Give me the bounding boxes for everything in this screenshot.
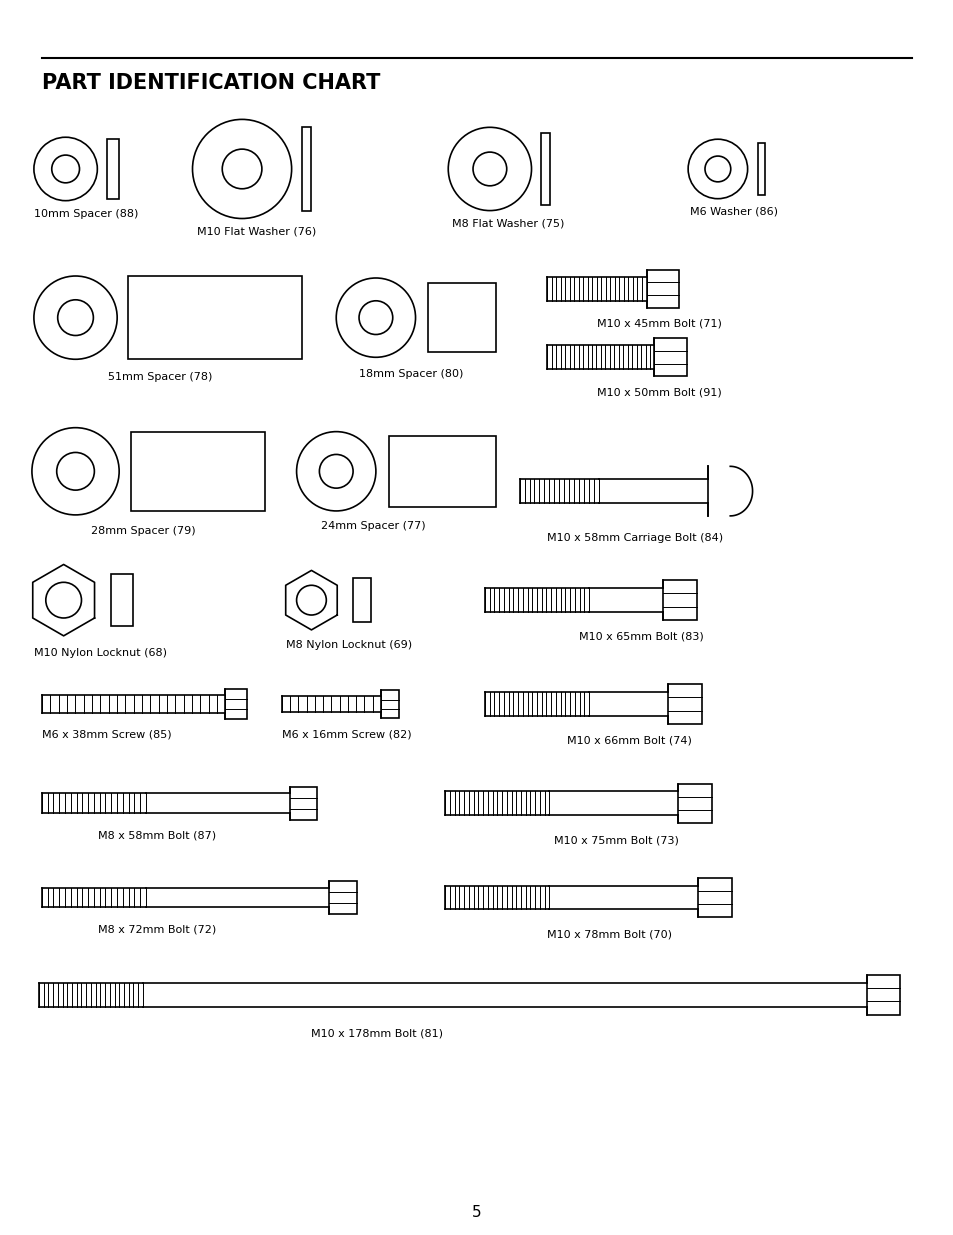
Text: 5: 5	[472, 1205, 481, 1220]
Bar	[128, 275, 301, 359]
Bar	[131, 432, 265, 511]
Bar	[662, 580, 697, 620]
Text: M10 x 78mm Bolt (70): M10 x 78mm Bolt (70)	[547, 929, 672, 940]
Text: M10 Flat Washer (76): M10 Flat Washer (76)	[197, 226, 316, 236]
Text: M10 x 178mm Bolt (81): M10 x 178mm Bolt (81)	[311, 1029, 443, 1039]
Bar	[668, 684, 701, 724]
Text: M10 x 45mm Bolt (71): M10 x 45mm Bolt (71)	[597, 319, 721, 329]
Bar	[698, 878, 731, 918]
Text: M10 x 50mm Bolt (91): M10 x 50mm Bolt (91)	[597, 387, 720, 396]
Text: M8 Flat Washer (75): M8 Flat Washer (75)	[452, 219, 564, 228]
Text: M8 x 72mm Bolt (72): M8 x 72mm Bolt (72)	[98, 924, 216, 935]
Text: M6 x 16mm Screw (82): M6 x 16mm Screw (82)	[281, 729, 411, 739]
Bar	[301, 127, 311, 211]
Bar	[380, 690, 398, 718]
Text: M6 x 38mm Screw (85): M6 x 38mm Screw (85)	[42, 729, 172, 739]
Text: 28mm Spacer (79): 28mm Spacer (79)	[91, 526, 195, 536]
Bar	[678, 783, 711, 824]
Text: M6 Washer (86): M6 Washer (86)	[689, 206, 778, 216]
Text: PART IDENTIFICATION CHART: PART IDENTIFICATION CHART	[42, 73, 380, 93]
Text: M10 x 65mm Bolt (83): M10 x 65mm Bolt (83)	[578, 632, 703, 642]
Text: 51mm Spacer (78): 51mm Spacer (78)	[108, 372, 213, 382]
Bar	[353, 578, 371, 622]
Bar	[329, 881, 356, 914]
Bar	[757, 143, 764, 195]
Text: M10 Nylon Locknut (68): M10 Nylon Locknut (68)	[34, 647, 167, 658]
Bar	[654, 338, 686, 377]
Text: M10 x 58mm Carriage Bolt (84): M10 x 58mm Carriage Bolt (84)	[547, 532, 722, 542]
Text: M8 Nylon Locknut (69): M8 Nylon Locknut (69)	[285, 640, 412, 650]
Text: 24mm Spacer (77): 24mm Spacer (77)	[321, 521, 426, 531]
Bar	[112, 574, 132, 626]
Bar	[107, 140, 119, 199]
Bar	[541, 133, 550, 205]
Text: M8 x 58mm Bolt (87): M8 x 58mm Bolt (87)	[98, 830, 216, 840]
Bar	[428, 283, 496, 352]
Text: M10 x 75mm Bolt (73): M10 x 75mm Bolt (73)	[554, 835, 679, 845]
Bar	[290, 787, 317, 820]
Bar	[646, 270, 679, 308]
Text: 18mm Spacer (80): 18mm Spacer (80)	[358, 369, 463, 379]
Text: M10 x 66mm Bolt (74): M10 x 66mm Bolt (74)	[567, 736, 691, 746]
Bar	[389, 436, 496, 508]
Bar	[225, 689, 247, 719]
Bar	[865, 974, 900, 1014]
Text: 10mm Spacer (88): 10mm Spacer (88)	[34, 209, 138, 219]
